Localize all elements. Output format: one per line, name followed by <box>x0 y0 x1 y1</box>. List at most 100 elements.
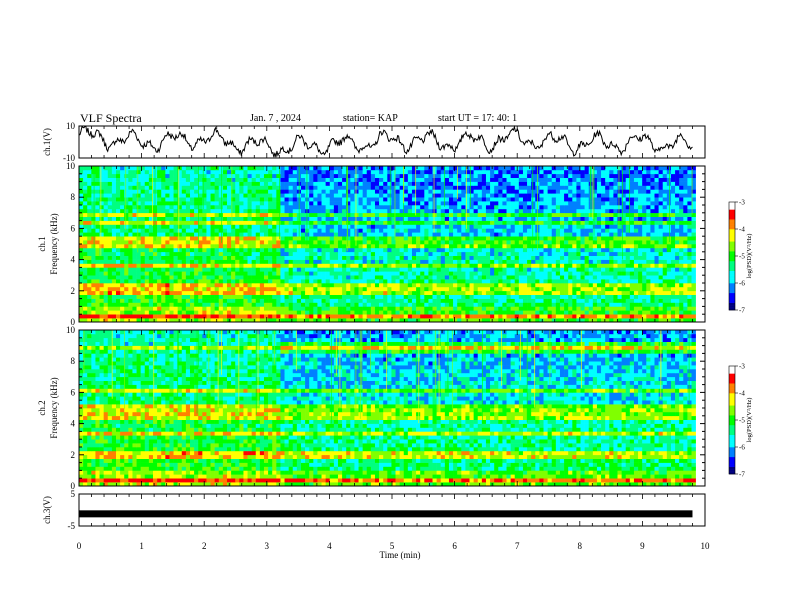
spectrogram-cell <box>518 267 524 272</box>
spectrogram-cell <box>309 279 314 284</box>
spectrogram-cell <box>551 244 557 249</box>
spectrogram-cell <box>226 279 232 284</box>
spectrogram-cell <box>691 224 696 229</box>
spectrogram-cell <box>169 208 174 214</box>
spectrogram-cell <box>136 216 141 221</box>
spectrogram-cell <box>601 310 606 315</box>
spectrogram-cell <box>564 236 569 241</box>
spectrogram-cell <box>366 302 372 307</box>
spectrogram-cell <box>128 205 133 210</box>
spectrogram-cell <box>395 318 400 323</box>
spectrogram-cell <box>128 228 133 233</box>
spectrogram-cell <box>128 267 133 272</box>
spectrogram-cell <box>144 314 150 319</box>
spectrogram-cell <box>210 302 215 307</box>
spectrogram-cell <box>444 275 450 280</box>
spectrogram-cell <box>654 267 659 272</box>
spectrogram-cell <box>564 251 569 256</box>
spectrogram-cell <box>132 290 137 295</box>
spectrogram-cell <box>128 240 133 245</box>
spectrogram-cell <box>518 224 524 229</box>
spectrogram-cell <box>411 201 417 206</box>
spectrogram-cell <box>91 224 96 229</box>
spectrogram-cell <box>95 290 100 295</box>
spectrogram-cell <box>436 247 442 253</box>
spectrogram-cell <box>194 228 199 233</box>
spectrogram-cell <box>194 244 199 249</box>
spectrogram-cell <box>564 302 569 307</box>
spectrogram-cell <box>658 290 664 295</box>
spectrogram-cell <box>116 294 121 299</box>
spectrogram-cell <box>461 255 466 260</box>
spectrogram-cell <box>128 314 133 319</box>
spectrogram-cell <box>638 220 643 225</box>
spectrogram-cell <box>383 298 388 303</box>
spectrogram-cell <box>194 251 199 256</box>
spectrogram-cell <box>124 314 129 319</box>
spectrogram-cell <box>103 244 109 249</box>
spectrogram-cell <box>280 318 285 323</box>
spectrogram-cell <box>457 294 462 299</box>
spectrogram-cell <box>222 294 228 299</box>
spectrogram-cell <box>354 306 359 311</box>
spectrogram-cell <box>621 197 627 202</box>
spectrogram-cell <box>391 298 396 303</box>
spectrogram-cell <box>374 283 380 288</box>
spectrogram-cell <box>99 212 104 217</box>
spectrogram-cell <box>543 314 548 319</box>
spectrogram-cell <box>543 208 548 214</box>
spectrogram-cell <box>222 228 228 233</box>
spectrogram-cell <box>370 232 376 237</box>
spectrogram-cell <box>276 286 281 292</box>
spectrogram-cell <box>111 201 117 206</box>
spectrogram-cell <box>202 302 207 307</box>
spectrogram-cell <box>321 318 326 323</box>
spectrogram-cell <box>366 255 372 260</box>
spectrogram-cell <box>403 228 409 233</box>
spectrogram-cell <box>617 232 622 237</box>
spectrogram-cell <box>621 286 627 292</box>
spectrogram-cell <box>683 201 688 206</box>
spectrogram-cell <box>354 275 359 280</box>
spectrogram-cell <box>79 298 84 303</box>
spectrogram-cell <box>473 290 479 295</box>
spectrogram-cell <box>506 201 511 206</box>
spectrogram-cell <box>580 232 585 237</box>
spectrogram-cell <box>317 197 322 202</box>
spectrogram-cell <box>675 244 680 249</box>
spectrogram-cell <box>214 271 220 276</box>
spectrogram-cell <box>605 247 610 253</box>
spectrogram-cell <box>116 283 121 288</box>
spectrogram-cell <box>91 294 96 299</box>
spectrogram-cell <box>177 286 183 292</box>
spectrogram-cell <box>374 232 380 237</box>
spectrogram-cell <box>621 271 627 276</box>
spectrogram-cell <box>214 310 220 315</box>
spectrogram-cell <box>679 212 684 217</box>
spectrogram-cell <box>177 306 183 311</box>
spectrogram-cell <box>514 236 520 241</box>
spectrogram-cell <box>362 205 368 210</box>
spectrogram-cell <box>527 275 532 280</box>
spectrogram-cell <box>300 224 306 229</box>
spectrogram-cell <box>527 228 532 233</box>
spectrogram-cell <box>506 205 511 210</box>
spectrogram-cell <box>161 283 166 288</box>
spectrogram-cell <box>387 298 392 303</box>
spectrogram-cell <box>296 271 302 276</box>
spectrogram-cell <box>485 290 491 295</box>
spectrogram-cell <box>218 216 224 221</box>
spectrogram-cell <box>370 255 376 260</box>
spectrogram-cell <box>91 228 96 233</box>
spectrogram-cell <box>494 279 499 284</box>
spectrogram-cell <box>206 193 211 198</box>
spectrogram-cell <box>218 302 224 307</box>
spectrogram-cell <box>490 310 495 315</box>
spectrogram-cell <box>448 197 454 202</box>
spectrogram-cell <box>370 279 376 284</box>
spectrogram-cell <box>87 247 92 253</box>
spectrogram-cell <box>432 263 437 268</box>
spectrogram-cell <box>403 314 409 319</box>
spectrogram-cell <box>222 310 228 315</box>
spectrogram-cell <box>251 193 257 198</box>
